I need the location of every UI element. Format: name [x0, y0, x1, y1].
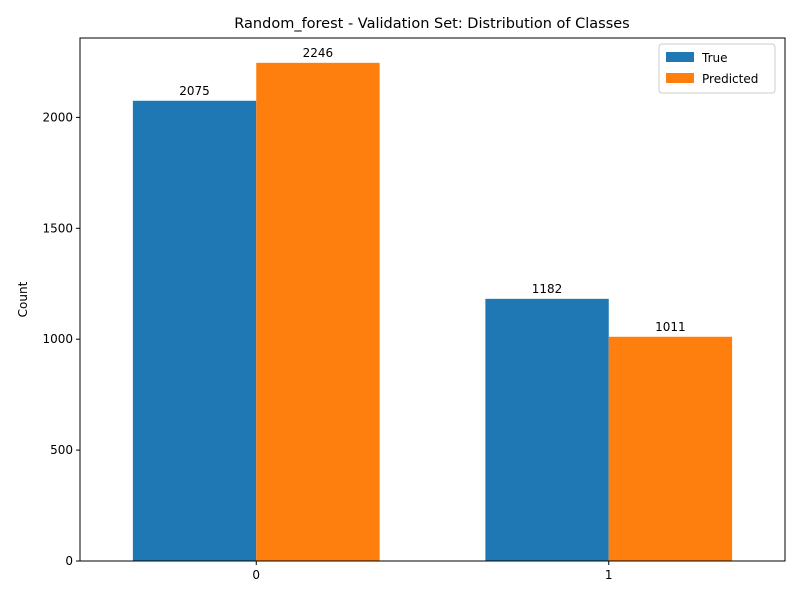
legend-swatch-predicted: [666, 73, 694, 83]
bar-predicted-1: [608, 336, 733, 561]
legend: True Predicted: [658, 43, 776, 94]
data-label-true-1: 1182: [532, 282, 563, 296]
legend-swatch-true: [666, 52, 694, 62]
y-tick-label-1000: 1000: [42, 332, 73, 346]
bar-predicted-0: [256, 62, 380, 561]
data-label-predicted-1: 1011: [655, 320, 686, 334]
y-axis-label: Count: [16, 281, 30, 317]
chart-title: Random_forest - Validation Set: Distribu…: [234, 16, 629, 32]
y-tick-label-0: 0: [65, 554, 73, 568]
bar-true-0: [132, 100, 257, 562]
y-axis: 0 500 1000 1500 2000: [42, 110, 80, 568]
x-tick-label-0: 0: [252, 568, 260, 582]
data-label-true-0: 2075: [179, 84, 210, 98]
legend-label-predicted: Predicted: [702, 72, 758, 86]
bar-true-1: [485, 298, 609, 561]
legend-label-true: True: [701, 51, 728, 65]
data-labels-layer: 2075 1182 2246 1011: [179, 46, 685, 334]
y-tick-label-500: 500: [50, 443, 73, 457]
plot-frame: [79, 37, 786, 562]
bars-layer: [132, 62, 733, 562]
y-tick-label-1500: 1500: [42, 221, 73, 235]
y-tick-label-2000: 2000: [42, 110, 73, 124]
x-tick-label-1: 1: [605, 568, 613, 582]
data-label-predicted-0: 2246: [303, 46, 334, 60]
